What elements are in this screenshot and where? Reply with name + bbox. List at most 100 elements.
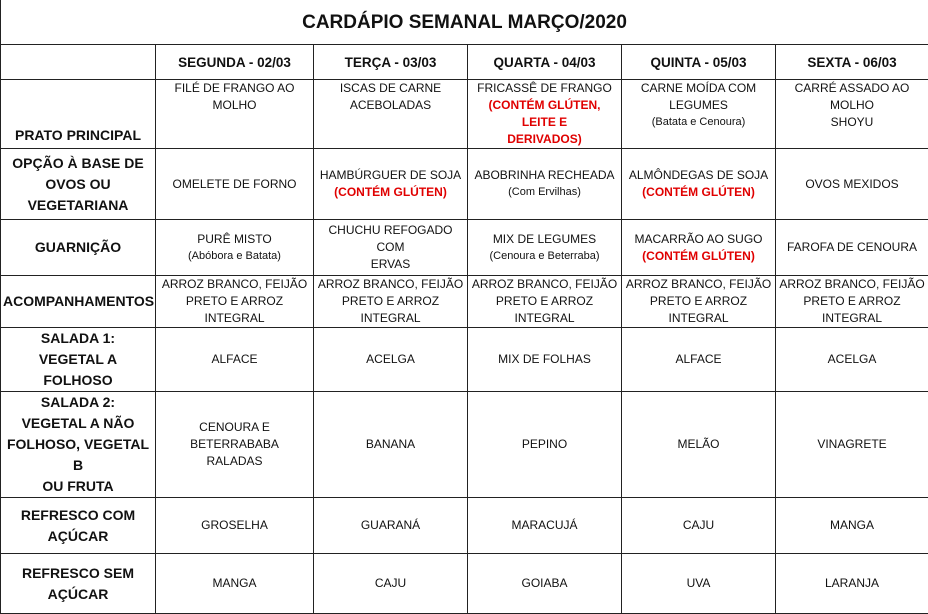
dish-name: CENOURA E BETERRABABA RALADAS <box>158 419 311 470</box>
corner-cell <box>1 45 156 80</box>
dish-name: MIX DE FOLHAS <box>470 351 619 368</box>
menu-row: SALADA 2: VEGETAL A NÃO FOLHOSO, VEGETAL… <box>1 392 928 498</box>
dish-name: FILÉ DE FRANGO AO MOLHO <box>158 80 311 114</box>
menu-cell: ALFACE <box>622 328 776 392</box>
dish-name: ARROZ BRANCO, FEIJÃO PRETO E ARROZ INTEG… <box>316 276 465 327</box>
menu-cell: ARROZ BRANCO, FEIJÃO PRETO E ARROZ INTEG… <box>314 276 468 328</box>
dish-name: CHUCHU REFOGADO COM ERVAS <box>316 222 465 273</box>
dish-name: ARROZ BRANCO, FEIJÃO PRETO E ARROZ INTEG… <box>624 276 773 327</box>
day-header: QUINTA - 05/03 <box>622 45 776 80</box>
day-header: SEGUNDA - 02/03 <box>156 45 314 80</box>
day-header: TERÇA - 03/03 <box>314 45 468 80</box>
dish-name: CAJU <box>316 575 465 592</box>
dish-name: ACELGA <box>316 351 465 368</box>
menu-cell: GOIABA <box>468 554 622 614</box>
dish-name: GROSELHA <box>158 517 311 534</box>
menu-cell: ACELGA <box>314 328 468 392</box>
dish-name: OVOS MEXIDOS <box>778 176 926 193</box>
dish-name: ALFACE <box>158 351 311 368</box>
dish-name: GOIABA <box>470 575 619 592</box>
menu-cell: MIX DE FOLHAS <box>468 328 622 392</box>
dish-name: PURÊ MISTO <box>158 231 311 248</box>
dish-name: CARRÉ ASSADO AO MOLHO SHOYU <box>778 80 926 131</box>
menu-cell: GROSELHA <box>156 498 314 554</box>
menu-cell: FAROFA DE CENOURA <box>776 220 928 276</box>
menu-cell: CAJU <box>622 498 776 554</box>
dish-name: MIX DE LEGUMES <box>470 231 619 248</box>
dish-name: LARANJA <box>778 575 926 592</box>
menu-cell: PURÊ MISTO(Abóbora e Batata) <box>156 220 314 276</box>
dish-name: CAJU <box>624 517 773 534</box>
dish-name: ARROZ BRANCO, FEIJÃO PRETO E ARROZ INTEG… <box>778 276 926 327</box>
menu-cell: ABOBRINHA RECHEADA(Com Ervilhas) <box>468 149 622 220</box>
menu-cell: FILÉ DE FRANGO AO MOLHO <box>156 80 314 149</box>
dish-name: CARNE MOÍDA COM LEGUMES <box>624 80 773 114</box>
menu-cell: FRICASSÊ DE FRANGO(CONTÉM GLÚTEN, LEITE … <box>468 80 622 149</box>
menu-cell: HAMBÚRGUER DE SOJA(CONTÉM GLÚTEN) <box>314 149 468 220</box>
menu-cell: CENOURA E BETERRABABA RALADAS <box>156 392 314 498</box>
dish-detail: (Batata e Cenoura) <box>624 114 773 131</box>
day-header: QUARTA - 04/03 <box>468 45 622 80</box>
dish-name: UVA <box>624 575 773 592</box>
allergen-warning: (CONTÉM GLÚTEN) <box>624 248 773 265</box>
row-label: SALADA 2: VEGETAL A NÃO FOLHOSO, VEGETAL… <box>1 392 156 498</box>
dish-name: ALMÔNDEGAS DE SOJA <box>624 167 773 184</box>
row-label: ACOMPANHAMENTOS <box>1 276 156 328</box>
menu-cell: MANGA <box>156 554 314 614</box>
dish-name: GUARANÁ <box>316 517 465 534</box>
menu-cell: BANANA <box>314 392 468 498</box>
menu-cell: OVOS MEXIDOS <box>776 149 928 220</box>
row-label: PRATO PRINCIPAL <box>1 80 156 149</box>
menu-cell: MARACUJÁ <box>468 498 622 554</box>
dish-name: PEPINO <box>470 436 619 453</box>
allergen-warning: (CONTÉM GLÚTEN) <box>316 184 465 201</box>
dish-name: MARACUJÁ <box>470 517 619 534</box>
dish-name: MANGA <box>158 575 311 592</box>
menu-cell: ARROZ BRANCO, FEIJÃO PRETO E ARROZ INTEG… <box>468 276 622 328</box>
dish-name: FRICASSÊ DE FRANGO <box>470 80 619 97</box>
menu-cell: ACELGA <box>776 328 928 392</box>
menu-cell: PEPINO <box>468 392 622 498</box>
dish-name: OMELETE DE FORNO <box>158 176 311 193</box>
row-label: REFRESCO COM AÇÚCAR <box>1 498 156 554</box>
dish-name: MELÃO <box>624 436 773 453</box>
dish-detail: (Com Ervilhas) <box>470 184 619 201</box>
dish-name: ARROZ BRANCO, FEIJÃO PRETO E ARROZ INTEG… <box>158 276 311 327</box>
menu-cell: MIX DE LEGUMES(Cenoura e Beterraba) <box>468 220 622 276</box>
row-label: GUARNIÇÃO <box>1 220 156 276</box>
menu-cell: MANGA <box>776 498 928 554</box>
menu-cell: OMELETE DE FORNO <box>156 149 314 220</box>
menu-cell: MACARRÃO AO SUGO(CONTÉM GLÚTEN) <box>622 220 776 276</box>
menu-cell: ARROZ BRANCO, FEIJÃO PRETO E ARROZ INTEG… <box>776 276 928 328</box>
page-title: CARDÁPIO SEMANAL MARÇO/2020 <box>1 0 928 45</box>
dish-name: ACELGA <box>778 351 926 368</box>
menu-cell: ARROZ BRANCO, FEIJÃO PRETO E ARROZ INTEG… <box>622 276 776 328</box>
dish-name: ARROZ BRANCO, FEIJÃO PRETO E ARROZ INTEG… <box>470 276 619 327</box>
dish-name: ISCAS DE CARNE ACEBOLADAS <box>316 80 465 114</box>
menu-cell: UVA <box>622 554 776 614</box>
allergen-warning: (CONTÉM GLÚTEN) <box>624 184 773 201</box>
menu-cell: MELÃO <box>622 392 776 498</box>
dish-name: BANANA <box>316 436 465 453</box>
dish-detail: (Abóbora e Batata) <box>158 248 311 265</box>
row-label: OPÇÃO À BASE DE OVOS OU VEGETARIANA <box>1 149 156 220</box>
menu-cell: LARANJA <box>776 554 928 614</box>
menu-cell: ARROZ BRANCO, FEIJÃO PRETO E ARROZ INTEG… <box>156 276 314 328</box>
dish-name: FAROFA DE CENOURA <box>778 239 926 256</box>
dish-name: VINAGRETE <box>778 436 926 453</box>
menu-cell: ALMÔNDEGAS DE SOJA(CONTÉM GLÚTEN) <box>622 149 776 220</box>
menu-cell: ALFACE <box>156 328 314 392</box>
dish-name: ABOBRINHA RECHEADA <box>470 167 619 184</box>
allergen-warning: (CONTÉM GLÚTEN, LEITE E DERIVADOS) <box>470 97 619 148</box>
dish-name: MACARRÃO AO SUGO <box>624 231 773 248</box>
title-row: CARDÁPIO SEMANAL MARÇO/2020 <box>1 0 928 45</box>
